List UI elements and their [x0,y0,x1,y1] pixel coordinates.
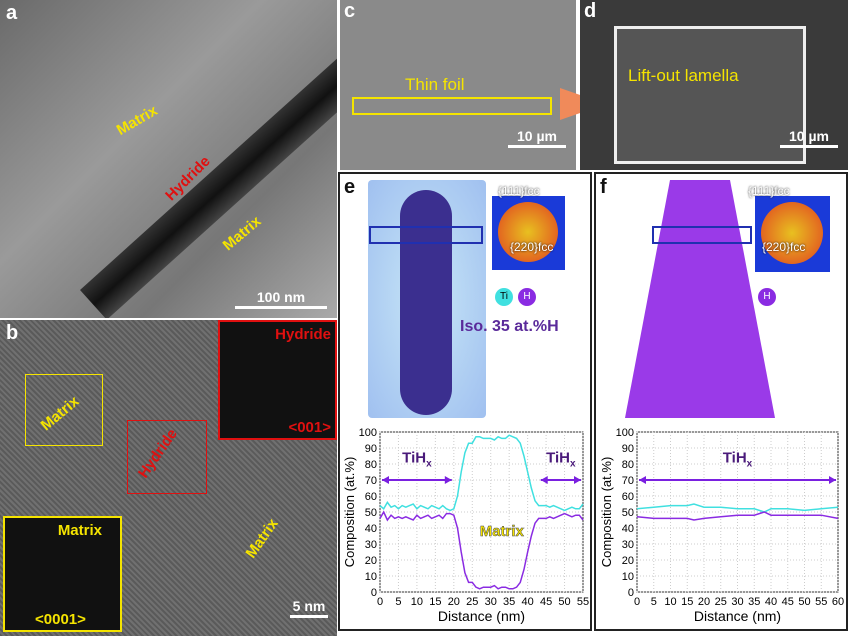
panel-label: b [6,322,19,344]
matrix-label: Matrix [242,515,282,562]
scale-text: 100 nm [256,289,306,305]
h-legend-icon: H [758,288,776,306]
panel-d-sem-image: d Lift-out lamella 10 µm [580,0,848,170]
thin-foil-box [352,97,552,115]
hydride-isosurface [400,190,452,415]
matrix-label: Matrix [113,102,161,139]
panel-c-sem-image: c Thin foil 10 µm [340,0,576,170]
scale-bar: 5 nm [290,598,328,618]
panel-b-hrtem-image: b Matrix Hydride Matrix Hydride <001> Ma… [0,320,337,636]
panel-f [594,172,848,631]
roi-box [369,226,483,244]
hydride-fft-inset: Hydride <001> [218,320,337,440]
matrix-label: Matrix [219,212,265,255]
roi-box [652,226,752,244]
lamella-outline [614,26,806,164]
lamella-label: Lift-out lamella [628,66,739,85]
isosurface-label: Iso. 35 at.%H [460,318,559,335]
panel-a-tem-image: a Matrix Hydride Matrix 100 nm [0,0,337,318]
ti-legend-icon: Ti [495,288,513,306]
legend-text: H [763,291,771,302]
panel-label: e [344,176,356,198]
inset-label: Matrix [57,522,102,539]
diffraction-label: {111}fcc [498,184,540,198]
scale-bar: 100 nm [235,289,327,309]
thin-foil-label: Thin foil [405,75,465,94]
diffraction-pattern-f [755,196,830,272]
panel-label: c [344,0,356,22]
legend-text: Ti [500,291,508,302]
h-legend-icon: H [518,288,536,306]
zone-axis-label: <0001> [35,611,86,628]
scale-text: 10 µm [789,128,829,144]
panel-label: f [600,176,607,198]
scale-bar: 10 µm [780,128,838,148]
diffraction-label: {220}fcc [510,240,554,254]
legend-text: H [523,291,531,302]
diffraction-pattern-e [492,196,565,270]
panel-e [338,172,592,631]
inset-label: Hydride [275,326,331,343]
panel-label: a [6,2,18,24]
hydride-region-box [127,420,207,494]
scale-bar: 10 µm [508,128,566,148]
matrix-fft-inset: Matrix <0001> [3,516,122,632]
diffraction-label: {111}fcc [748,184,790,198]
scale-text: 10 µm [517,128,557,144]
diffraction-label: {220}fcc [762,240,806,254]
scale-text: 5 nm [292,598,326,614]
zone-axis-label: <001> [288,419,331,436]
matrix-region-box [25,374,103,446]
panel-label: d [584,0,597,22]
